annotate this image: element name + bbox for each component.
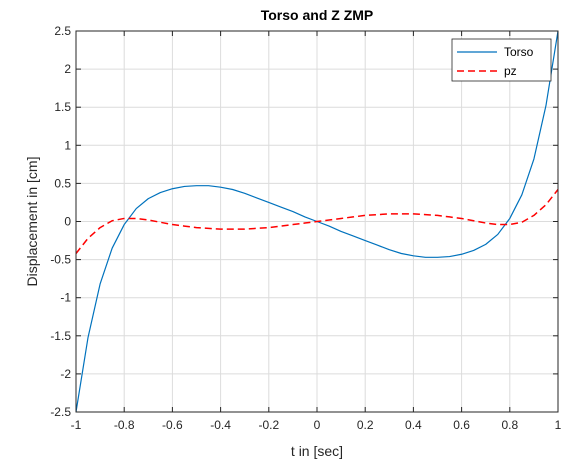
y-tick-label-2: -1.5 (50, 329, 71, 343)
y-tick-label-9: 2 (64, 62, 71, 76)
x-tick-label-4: -0.2 (258, 418, 279, 432)
y-tick-label-6: 0.5 (54, 176, 71, 190)
y-tick-label-3: -1 (60, 291, 71, 305)
x-axis-label: t in [sec] (291, 443, 343, 459)
x-tick-label-9: 0.8 (501, 418, 518, 432)
series-layer (76, 31, 558, 412)
ticks: -1 -0.8 -0.6 -0.4 -0.2 0 0.2 0.4 0.6 0.8 1 -2.5 -2 -1… (50, 24, 561, 432)
y-tick-label-5: 0 (64, 215, 71, 229)
legend-label-pz: pz (504, 64, 517, 78)
series-line-pz (76, 189, 558, 254)
x-tick-label-5: 0 (314, 418, 321, 432)
legend: Torso pz (451, 38, 552, 82)
y-tick-label-0: -2.5 (50, 405, 71, 419)
x-tick-label-0: -1 (71, 418, 82, 432)
x-tick-label-8: 0.6 (453, 418, 470, 432)
chart-title: Torso and Z ZMP (261, 7, 374, 23)
x-tick-label-1: -0.8 (114, 418, 135, 432)
x-tick-label-3: -0.4 (210, 418, 231, 432)
x-tick-label-10: 1 (555, 418, 562, 432)
x-tick-label-2: -0.6 (162, 418, 183, 432)
legend-box (451, 38, 552, 82)
y-axis-label: Displacement in [cm] (24, 157, 40, 287)
y-tick-label-7: 1 (64, 138, 71, 152)
legend-label-torso: Torso (504, 45, 534, 59)
y-tick-label-10: 2.5 (54, 24, 71, 38)
x-tick-label-7: 0.4 (405, 418, 422, 432)
y-tick-label-4: -0.5 (50, 253, 71, 267)
y-tick-label-1: -2 (60, 367, 71, 381)
x-tick-label-6: 0.2 (357, 418, 374, 432)
y-tick-label-8: 1.5 (54, 100, 71, 114)
